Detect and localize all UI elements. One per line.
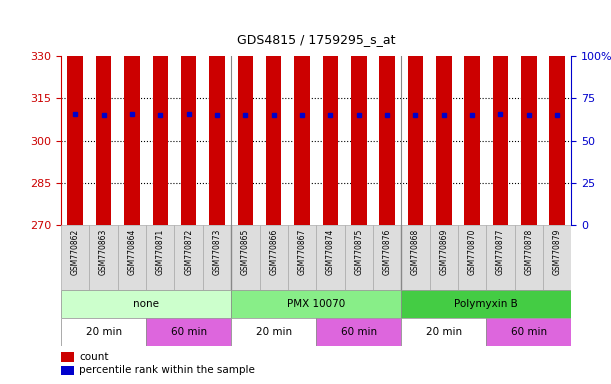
Bar [408,0,423,225]
Text: GSM770878: GSM770878 [524,228,533,275]
Bar [486,318,571,346]
Bar [295,0,310,225]
Bar [181,0,197,225]
Text: 60 min: 60 min [170,327,207,337]
Bar [351,0,367,225]
Bar [436,0,452,225]
Text: none: none [133,299,159,309]
Text: GSM770869: GSM770869 [439,228,448,275]
Bar [316,225,345,290]
Text: GSM770868: GSM770868 [411,228,420,275]
Text: GSM770862: GSM770862 [71,228,80,275]
Bar [61,225,89,290]
Bar [514,225,543,290]
Bar [401,225,430,290]
Bar [61,352,74,362]
Bar [146,225,175,290]
Text: count: count [79,352,109,362]
Bar [118,225,146,290]
Bar [61,318,146,346]
Bar [464,0,480,225]
Bar [492,0,508,225]
Bar [231,225,260,290]
Text: GSM770866: GSM770866 [269,228,278,275]
Bar [316,318,401,346]
Bar [401,290,571,318]
Text: 20 min: 20 min [86,327,122,337]
Bar [401,318,486,346]
Bar [203,225,231,290]
Bar [124,0,140,225]
Text: GSM770871: GSM770871 [156,228,165,275]
Text: GSM770873: GSM770873 [213,228,222,275]
Text: 60 min: 60 min [511,327,547,337]
Bar [521,0,536,225]
Bar [373,225,401,290]
Bar [96,0,111,225]
Text: 60 min: 60 min [341,327,377,337]
Bar [175,225,203,290]
Text: 20 min: 20 min [255,327,291,337]
Text: GSM770867: GSM770867 [298,228,307,275]
Text: GSM770863: GSM770863 [99,228,108,275]
Bar [379,0,395,225]
Text: GSM770865: GSM770865 [241,228,250,275]
Bar [231,290,401,318]
Bar [209,0,225,225]
Bar [288,225,316,290]
Bar [266,0,282,225]
Bar [458,225,486,290]
Bar [238,0,253,225]
Bar [231,318,316,346]
Text: GSM770876: GSM770876 [382,228,392,275]
Bar [89,225,118,290]
Text: GSM770870: GSM770870 [467,228,477,275]
Text: percentile rank within the sample: percentile rank within the sample [79,366,255,376]
Text: GSM770875: GSM770875 [354,228,363,275]
Bar [153,0,168,225]
Bar [146,318,231,346]
Bar [430,225,458,290]
Bar [61,290,231,318]
Bar [345,225,373,290]
Text: Polymyxin B: Polymyxin B [455,299,518,309]
Text: PMX 10070: PMX 10070 [287,299,345,309]
Text: GDS4815 / 1759295_s_at: GDS4815 / 1759295_s_at [237,33,395,46]
Text: GSM770879: GSM770879 [552,228,562,275]
Bar [486,225,514,290]
Text: GSM770874: GSM770874 [326,228,335,275]
Text: GSM770864: GSM770864 [128,228,136,275]
Bar [61,366,74,375]
Text: GSM770872: GSM770872 [184,228,193,275]
Bar [323,0,338,225]
Bar [543,225,571,290]
Bar [549,0,565,225]
Bar [67,0,83,225]
Text: 20 min: 20 min [426,327,462,337]
Bar [260,225,288,290]
Text: GSM770877: GSM770877 [496,228,505,275]
